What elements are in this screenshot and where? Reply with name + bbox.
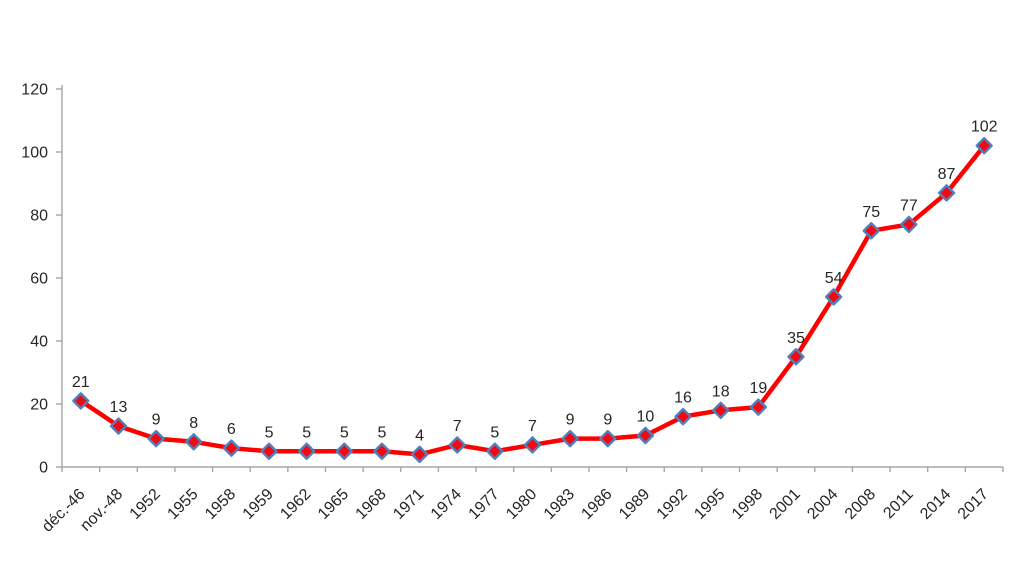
x-axis-tick-label: 1980 <box>503 486 540 523</box>
data-point-label: 18 <box>712 383 730 400</box>
data-point-marker <box>260 442 278 460</box>
x-axis-tick-label: 1974 <box>428 486 465 523</box>
data-point-label: 7 <box>528 418 537 435</box>
y-axis-tick-label: 0 <box>39 460 48 477</box>
data-point-marker <box>109 417 128 435</box>
y-axis-tick-label: 100 <box>21 145 48 162</box>
data-point-marker <box>674 407 692 426</box>
x-axis-tick-label: 1959 <box>240 486 277 523</box>
data-point-marker <box>561 429 579 448</box>
x-axis-tick-label: 1983 <box>541 486 578 523</box>
data-point-marker <box>787 348 805 366</box>
data-point-label: 5 <box>377 424 386 441</box>
data-point-label: 9 <box>152 412 161 429</box>
data-point-label: 102 <box>971 119 998 136</box>
data-point-marker <box>937 184 956 202</box>
data-point-label: 9 <box>566 412 575 429</box>
data-point-label: 35 <box>787 330 805 347</box>
data-point-label: 5 <box>490 424 499 441</box>
data-point-label: 21 <box>72 374 90 391</box>
data-point-marker <box>147 429 165 448</box>
data-point-marker <box>900 215 918 234</box>
x-axis-tick-label: 1992 <box>654 486 691 523</box>
x-axis-tick-label: 2017 <box>955 486 992 523</box>
y-axis-tick-label: 80 <box>30 208 48 225</box>
data-point-label: 5 <box>340 424 349 441</box>
x-axis-tick-label: 1965 <box>315 486 352 523</box>
data-point-marker <box>523 436 542 454</box>
data-point-label: 5 <box>265 424 274 441</box>
y-axis-tick-label: 120 <box>21 82 48 99</box>
data-point-marker <box>448 436 466 454</box>
data-point-marker <box>862 222 880 240</box>
data-point-marker <box>410 445 429 464</box>
x-axis-tick-label: 1958 <box>202 486 239 523</box>
x-axis-tick-label: 2001 <box>767 486 804 523</box>
data-point-marker <box>373 442 391 460</box>
data-point-label: 16 <box>674 390 692 407</box>
x-axis-tick-label: 2014 <box>917 486 954 523</box>
data-point-marker <box>749 398 768 416</box>
data-point-marker <box>335 442 353 460</box>
x-axis-tick-label: 2004 <box>804 486 841 523</box>
data-point-label: 75 <box>862 204 880 221</box>
x-axis-tick-label: 2008 <box>842 486 879 523</box>
x-axis-tick-label: 1952 <box>127 486 164 523</box>
data-point-label: 6 <box>227 421 236 438</box>
x-axis-tick-label: 1955 <box>164 486 201 523</box>
data-point-marker <box>72 392 90 410</box>
x-axis-tick-label: 1968 <box>353 486 390 523</box>
data-point-label: 10 <box>637 409 655 426</box>
x-axis-tick-label: 1977 <box>465 486 502 523</box>
x-axis-tick-label: 2011 <box>880 486 916 522</box>
data-point-label: 9 <box>603 412 612 429</box>
data-point-label: 77 <box>900 197 918 214</box>
data-point-marker <box>599 429 617 448</box>
data-point-label: 54 <box>825 270 843 287</box>
data-point-marker <box>636 426 655 445</box>
data-point-marker <box>975 137 993 155</box>
data-point-label: 8 <box>189 415 198 432</box>
y-axis-tick-label: 40 <box>30 334 48 351</box>
x-axis-tick-label: 1962 <box>277 486 314 523</box>
data-point-marker <box>712 401 730 419</box>
x-axis-tick-label: 1989 <box>616 486 653 523</box>
data-point-marker <box>185 433 203 451</box>
data-point-label: 13 <box>110 399 128 416</box>
x-axis-tick-label: 1986 <box>578 486 615 523</box>
x-axis-tick-label: déc.-46 <box>39 486 89 536</box>
data-point-label: 4 <box>415 427 424 444</box>
y-axis-tick-label: 20 <box>30 397 48 414</box>
x-axis-tick-label: nov.-48 <box>77 486 126 535</box>
data-point-label: 19 <box>749 380 767 397</box>
x-axis-tick-label: 1995 <box>691 486 728 523</box>
data-point-marker <box>297 442 316 460</box>
x-axis-tick-label: 1971 <box>390 486 427 523</box>
data-series-line <box>78 143 987 457</box>
data-point-marker <box>222 439 241 457</box>
data-point-label: 7 <box>453 418 462 435</box>
y-axis-tick-label: 60 <box>30 271 48 288</box>
x-axis-tick-label: 1998 <box>729 486 766 523</box>
data-point-label: 5 <box>302 424 311 441</box>
data-point-marker <box>486 442 504 460</box>
data-point-label: 87 <box>938 166 956 183</box>
data-point-marker <box>824 288 843 306</box>
